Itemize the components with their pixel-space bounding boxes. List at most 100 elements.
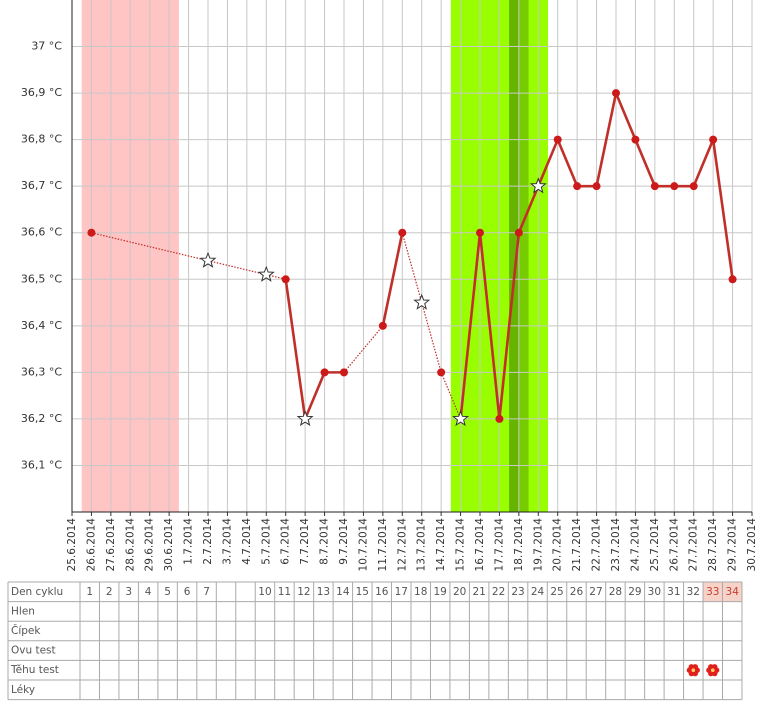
line-segment	[614, 92, 637, 141]
day-number: 19	[434, 586, 447, 598]
day-number: 17	[395, 586, 408, 598]
y-tick-label: 36,2 °C	[21, 412, 62, 425]
x-tick-label: 21.7.2014	[571, 518, 583, 572]
day-number: 4	[145, 586, 152, 598]
star-point	[199, 251, 217, 268]
line-segment	[556, 139, 579, 187]
day-number: 27	[589, 586, 602, 598]
y-tick-label: 36,8 °C	[21, 133, 62, 146]
petal	[711, 664, 718, 670]
x-tick-label: 15.7.2014	[455, 518, 467, 572]
point	[553, 135, 562, 144]
line-segment	[401, 232, 423, 303]
day-number: 14	[336, 586, 350, 598]
point	[320, 368, 329, 377]
x-tick-label: 2.7.2014	[202, 518, 214, 565]
day-number: 33	[706, 586, 719, 598]
header-label: Den cyklu	[11, 586, 63, 598]
day-number: 6	[184, 586, 191, 598]
x-tick-label: 11.7.2014	[377, 518, 389, 572]
line-segment	[207, 260, 267, 276]
star-point	[452, 410, 470, 427]
x-tick-label: 7.7.2014	[299, 518, 311, 565]
x-tick-label: 16.7.2014	[474, 518, 486, 572]
row-label: Léky	[11, 684, 35, 696]
y-tick-label: 36,1 °C	[21, 458, 62, 471]
line-segment	[478, 232, 501, 420]
x-tick-label: 30.7.2014	[746, 518, 758, 572]
x-tick-label: 25.7.2014	[649, 518, 661, 572]
x-tick-label: 23.7.2014	[610, 518, 622, 572]
day-number: 1	[86, 586, 93, 598]
line-segment	[498, 232, 521, 420]
line-segment	[91, 232, 209, 262]
line-segment	[692, 139, 715, 187]
flower-center	[691, 668, 696, 672]
x-tick-label: 18.7.2014	[513, 518, 525, 572]
x-tick-label: 3.7.2014	[221, 518, 233, 565]
x-tick-label: 20.7.2014	[552, 518, 564, 572]
point	[650, 182, 659, 191]
day-number: 12	[297, 586, 310, 598]
y-tick-label: 36,6 °C	[21, 226, 62, 239]
y-tick-label: 36,5 °C	[21, 272, 62, 285]
day-number: 25	[550, 586, 563, 598]
point	[514, 228, 523, 237]
row-label: Hlen	[11, 605, 35, 617]
point	[612, 89, 620, 98]
line-segment	[537, 139, 559, 187]
x-tick-label: 22.7.2014	[591, 518, 603, 572]
day-number: 3	[125, 586, 132, 598]
point	[340, 368, 348, 377]
x-tick-label: 29.7.2014	[727, 518, 739, 572]
x-tick-label: 30.6.2014	[163, 518, 175, 572]
line-segment	[517, 185, 540, 234]
day-number: 7	[203, 586, 210, 598]
x-tick-label: 8.7.2014	[319, 518, 331, 565]
line-segment	[595, 92, 618, 187]
day-number: 26	[570, 586, 584, 598]
row-label: Čípek	[11, 624, 41, 637]
point	[398, 228, 407, 237]
day-number: 32	[687, 586, 700, 598]
x-tick-label: 13.7.2014	[416, 518, 428, 572]
day-number: 30	[648, 586, 661, 598]
day-number: 31	[667, 586, 680, 598]
x-tick-label: 28.6.2014	[124, 518, 136, 572]
row-label: Ovu test	[11, 645, 56, 657]
day-number: 5	[164, 586, 171, 598]
x-tick-label: 5.7.2014	[260, 518, 272, 565]
line-segment	[303, 371, 326, 420]
day-number: 2	[106, 586, 113, 598]
point	[87, 228, 96, 237]
x-tick-label: 1.7.2014	[183, 518, 195, 565]
star-point	[257, 265, 275, 282]
y-tick-label: 36,9 °C	[21, 86, 62, 99]
x-tick-label: 14.7.2014	[435, 518, 447, 572]
highlight-cell	[703, 582, 723, 602]
point	[592, 182, 601, 191]
phase-band	[509, 0, 519, 512]
day-number: 16	[375, 586, 389, 598]
star-point	[529, 177, 547, 194]
flower-center	[710, 668, 715, 672]
x-tick-label: 10.7.2014	[357, 518, 369, 572]
line-segment	[284, 279, 307, 420]
x-tick-label: 26.7.2014	[668, 518, 680, 572]
day-number: 11	[278, 586, 291, 598]
x-tick-label: 25.6.2014	[66, 518, 78, 572]
highlight-cell	[722, 582, 742, 602]
line-segment	[459, 232, 482, 420]
line-segment	[440, 372, 462, 420]
x-tick-label: 24.7.2014	[629, 518, 641, 572]
day-number: 29	[628, 586, 641, 598]
x-tick-label: 27.6.2014	[105, 518, 117, 572]
petal	[692, 664, 699, 670]
y-tick-label: 36,4 °C	[21, 319, 62, 332]
day-number: 13	[317, 586, 330, 598]
flower-icon	[686, 664, 700, 677]
line-segment	[381, 232, 404, 327]
cycle-table: Den cyklu 1 2 3 4 5 6 7 10 11 12 13 14 15 16 17 18 19 20 21…	[7, 581, 743, 701]
day-number: 34	[726, 586, 740, 598]
